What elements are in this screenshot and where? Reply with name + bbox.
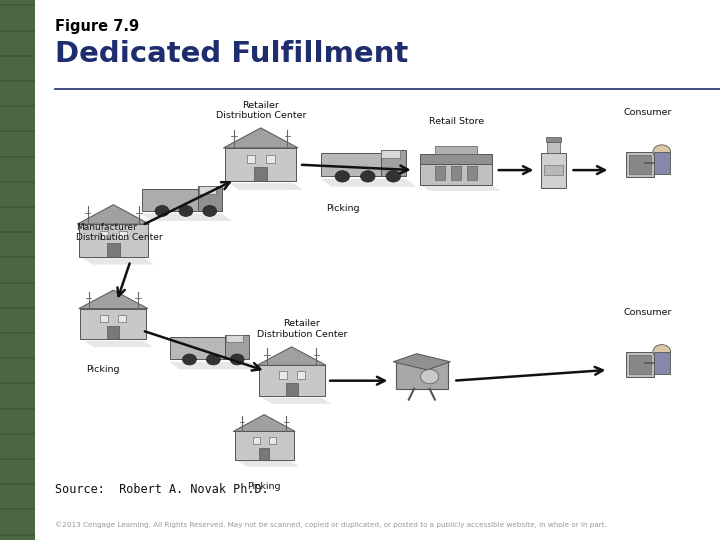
Bar: [420, 155, 492, 185]
Polygon shape: [226, 335, 243, 342]
Bar: [297, 372, 305, 379]
Bar: [544, 165, 563, 176]
Circle shape: [420, 369, 438, 384]
Bar: [170, 337, 225, 360]
Circle shape: [361, 171, 375, 182]
Bar: [235, 431, 294, 460]
Polygon shape: [223, 128, 298, 148]
Circle shape: [386, 171, 400, 182]
Polygon shape: [142, 213, 232, 221]
Circle shape: [203, 206, 217, 217]
Bar: [629, 355, 651, 374]
Bar: [420, 154, 492, 164]
Bar: [451, 166, 462, 180]
Bar: [119, 231, 127, 239]
Bar: [107, 327, 120, 340]
Bar: [435, 146, 477, 154]
Polygon shape: [382, 151, 400, 158]
Polygon shape: [238, 461, 300, 467]
Bar: [279, 372, 287, 379]
Bar: [259, 448, 269, 460]
Bar: [254, 167, 267, 181]
Polygon shape: [393, 354, 451, 370]
Circle shape: [653, 145, 670, 159]
Bar: [435, 166, 446, 180]
Bar: [81, 309, 146, 340]
Circle shape: [335, 171, 350, 182]
Bar: [321, 153, 381, 177]
Bar: [247, 154, 255, 163]
Bar: [547, 142, 559, 152]
Circle shape: [653, 345, 670, 359]
Polygon shape: [321, 179, 417, 187]
Bar: [381, 151, 406, 177]
Text: Source:  Robert A. Novak Ph.D.: Source: Robert A. Novak Ph.D.: [55, 483, 269, 496]
Bar: [225, 148, 297, 181]
Text: Picking: Picking: [86, 365, 120, 374]
Bar: [629, 156, 651, 174]
Circle shape: [230, 354, 244, 365]
Text: Consumer: Consumer: [624, 308, 672, 317]
Text: Picking: Picking: [248, 482, 281, 491]
Text: Manufacturer
Distribution Center: Manufacturer Distribution Center: [76, 222, 162, 242]
Bar: [266, 154, 275, 163]
Bar: [100, 231, 108, 239]
Polygon shape: [78, 290, 148, 308]
Bar: [286, 383, 297, 396]
Polygon shape: [233, 415, 295, 431]
Bar: [541, 152, 566, 187]
Bar: [626, 152, 654, 178]
Bar: [654, 352, 670, 374]
Bar: [654, 152, 670, 174]
Bar: [142, 188, 198, 211]
Polygon shape: [78, 205, 149, 224]
Polygon shape: [199, 186, 216, 194]
Text: Retail Store: Retail Store: [428, 117, 484, 126]
Bar: [198, 186, 222, 211]
Bar: [253, 437, 260, 444]
Bar: [396, 362, 448, 389]
Bar: [546, 137, 561, 142]
Bar: [258, 366, 325, 396]
Text: Picking: Picking: [326, 204, 360, 213]
Text: ©2013 Cengage Learning. All Rights Reserved. May not be scanned, copied or dupli: ©2013 Cengage Learning. All Rights Reser…: [55, 522, 607, 528]
Bar: [626, 352, 654, 377]
Bar: [467, 166, 477, 180]
Bar: [119, 315, 127, 322]
Polygon shape: [229, 183, 304, 190]
Text: Dedicated Fulfillment: Dedicated Fulfillment: [55, 40, 408, 69]
Circle shape: [207, 354, 220, 365]
Bar: [269, 437, 276, 444]
Bar: [79, 224, 148, 256]
Polygon shape: [83, 258, 155, 265]
Polygon shape: [420, 185, 500, 191]
Text: Retailer
Distribution Center: Retailer Distribution Center: [256, 319, 347, 339]
Polygon shape: [170, 362, 259, 369]
Bar: [100, 315, 108, 322]
Text: Figure 7.9: Figure 7.9: [55, 19, 139, 34]
Circle shape: [155, 206, 169, 217]
Polygon shape: [84, 341, 153, 347]
Circle shape: [179, 206, 193, 217]
Text: Consumer: Consumer: [624, 108, 672, 117]
Bar: [107, 243, 120, 256]
Circle shape: [183, 354, 197, 365]
Polygon shape: [262, 397, 331, 404]
Text: Retailer
Distribution Center: Retailer Distribution Center: [215, 101, 306, 120]
Polygon shape: [257, 347, 326, 365]
Bar: [225, 335, 249, 360]
